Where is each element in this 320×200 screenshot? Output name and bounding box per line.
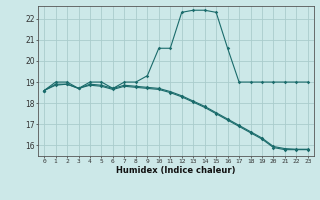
X-axis label: Humidex (Indice chaleur): Humidex (Indice chaleur) xyxy=(116,166,236,175)
